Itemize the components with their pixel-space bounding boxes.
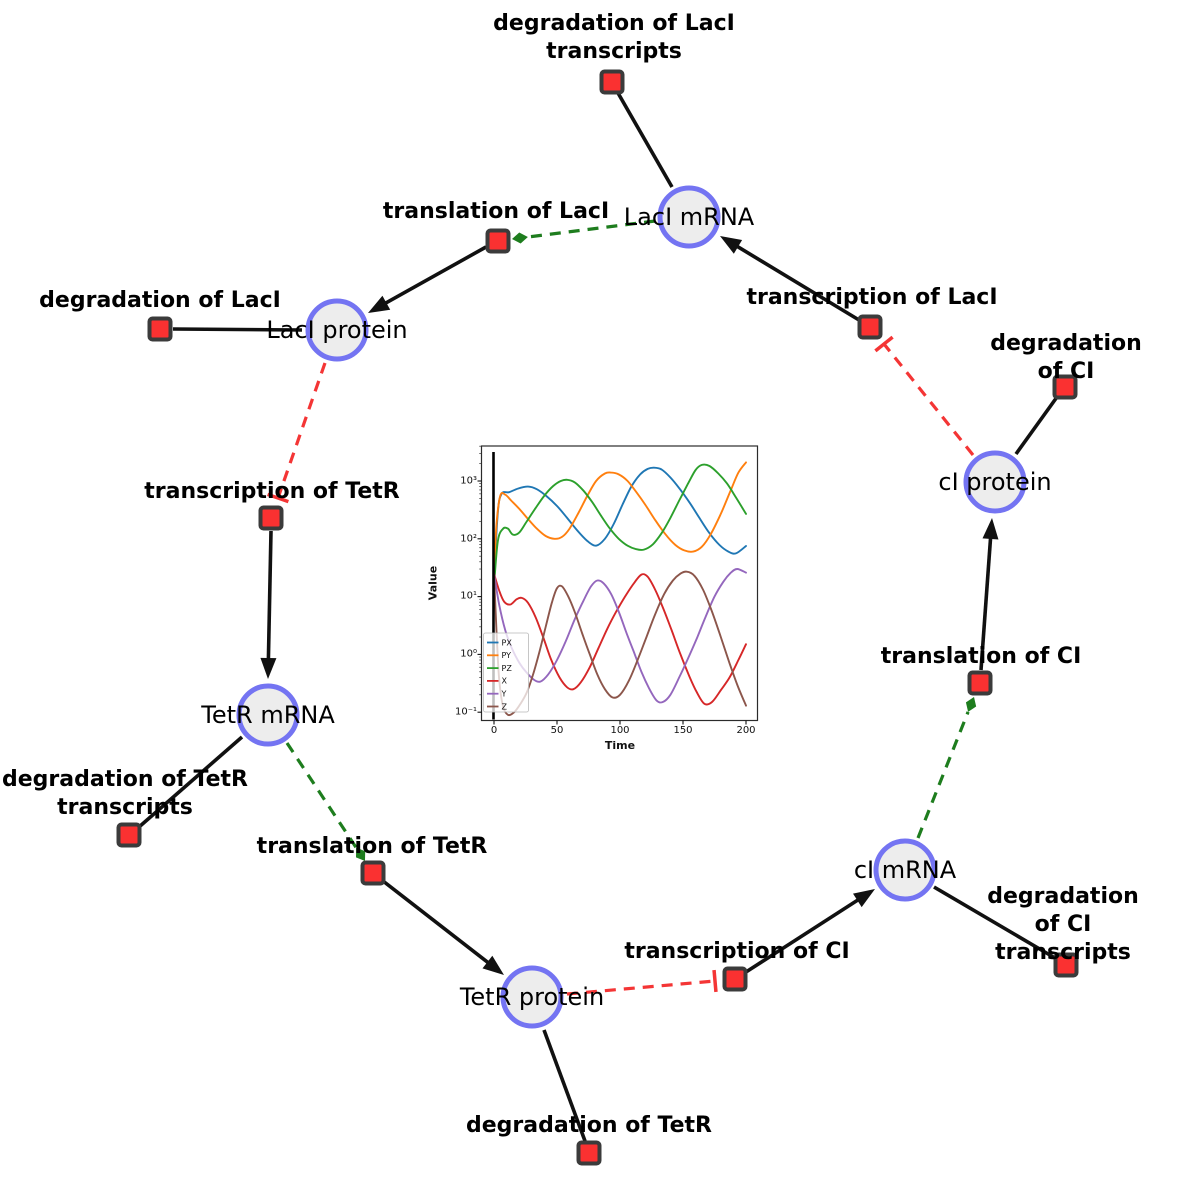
reaction-node-transcription-laci[interactable] xyxy=(857,314,883,340)
y-tick-label: 10² xyxy=(460,533,477,545)
arrowhead-icon xyxy=(853,889,875,908)
reaction-node-translation-tetr[interactable] xyxy=(360,860,386,886)
species-node-tetr-mrna[interactable] xyxy=(236,683,300,747)
arrowhead-icon xyxy=(982,518,999,540)
arrowhead-icon xyxy=(720,236,743,254)
legend-label-PY: PY xyxy=(502,651,512,660)
edge-inhibition xyxy=(566,979,716,996)
edge-reactant xyxy=(137,735,244,829)
species-node-ci-mrna[interactable] xyxy=(873,838,937,902)
species-label-ci-mrna: cI mRNA xyxy=(853,856,957,884)
species-label-ci-protein: cI protein xyxy=(938,468,1052,496)
reaction-label-translation-laci: translation of LacI xyxy=(382,199,610,224)
series-PY xyxy=(493,461,747,575)
green-arrowhead-icon xyxy=(512,232,528,244)
series-PX xyxy=(493,466,747,581)
x-axis-label: Time xyxy=(604,739,636,752)
reaction-node-deg-ci[interactable] xyxy=(1052,374,1078,400)
edge-product xyxy=(383,245,487,306)
edge-reactant xyxy=(542,1029,587,1142)
reaction-label-translation-ci: translation of CI xyxy=(880,644,1082,669)
tbar-icon xyxy=(712,969,718,993)
species-node-laci-mrna[interactable] xyxy=(657,185,721,249)
tbar-icon xyxy=(267,492,289,504)
x-tick-label: 100 xyxy=(610,725,630,736)
arrowhead-icon xyxy=(368,295,391,313)
y-tick-label: 10⁻¹ xyxy=(454,706,477,718)
x-tick-label: 50 xyxy=(550,725,564,736)
edge-reactant xyxy=(933,885,1056,960)
species-label-tetr-mrna: TetR mRNA xyxy=(201,701,335,729)
legend-label-Z: Z xyxy=(502,702,508,711)
reaction-label-transcription-ci: transcription of CI xyxy=(624,939,850,964)
reaction-node-deg-tetr-transcripts[interactable] xyxy=(116,822,142,848)
edge-reactant xyxy=(616,92,674,188)
reaction-node-deg-laci[interactable] xyxy=(147,316,173,342)
reaction-node-deg-ci-transcripts[interactable] xyxy=(1053,952,1079,978)
reaction-label-deg-tetr: degradation of TetR xyxy=(465,1113,713,1138)
series-Y xyxy=(493,568,747,704)
series-PZ xyxy=(493,463,747,588)
legend-label-X: X xyxy=(502,677,508,686)
arrowhead-icon xyxy=(260,657,277,679)
edge-reactant xyxy=(1014,395,1059,456)
tbar-icon xyxy=(874,335,894,353)
y-tick-label: 10⁰ xyxy=(460,648,477,660)
reaction-label-deg-laci: degradation of LacI xyxy=(39,288,281,313)
species-node-tetr-protein[interactable] xyxy=(500,965,564,1029)
reaction-node-transcription-ci[interactable] xyxy=(722,966,748,992)
reaction-label-transcription-laci: transcription of LacI xyxy=(746,285,998,310)
legend-label-PX: PX xyxy=(502,638,513,647)
edge-product xyxy=(979,536,993,671)
reaction-label-transcription-tetr: transcription of TetR xyxy=(144,479,400,504)
green-arrowhead-icon xyxy=(965,697,977,712)
species-label-laci-mrna: LacI mRNA xyxy=(623,203,755,231)
reaction-label-deg-tetr-transcripts: degradation of TetR transcripts xyxy=(1,767,249,820)
green-arrowhead-icon xyxy=(356,847,366,861)
series-X xyxy=(493,572,747,706)
reaction-node-deg-laci-transcripts[interactable] xyxy=(599,69,625,95)
edge-activation xyxy=(285,742,358,849)
edge-product xyxy=(266,530,273,661)
reaction-label-deg-laci-transcripts: degradation of LacI transcripts xyxy=(493,11,735,64)
x-tick-label: 200 xyxy=(736,725,756,736)
y-axis-label: Value xyxy=(426,565,440,601)
species-node-ci-protein[interactable] xyxy=(963,450,1027,514)
reaction-node-deg-tetr[interactable] xyxy=(576,1140,602,1166)
legend-label-PZ: PZ xyxy=(502,664,513,673)
y-tick-label: 10¹ xyxy=(460,590,477,602)
reaction-label-translation-tetr: translation of TetR xyxy=(256,834,488,859)
edge-product xyxy=(745,897,860,974)
reaction-node-translation-ci[interactable] xyxy=(967,670,993,696)
y-tick-label: 10³ xyxy=(460,475,477,487)
x-tick-label: 150 xyxy=(673,725,693,736)
species-label-tetr-protein: TetR protein xyxy=(459,983,605,1011)
edge-activation xyxy=(916,711,970,839)
edge-activation xyxy=(527,219,656,239)
arrowhead-icon xyxy=(482,955,504,975)
edge-inhibition xyxy=(276,362,327,499)
species-label-laci-protein: LacI protein xyxy=(266,316,408,344)
edge-product xyxy=(735,244,860,322)
reaction-label-deg-ci-transcripts: degradation of CI transcripts xyxy=(987,884,1139,965)
edge-inhibition xyxy=(882,342,975,457)
reaction-node-transcription-tetr[interactable] xyxy=(258,505,284,531)
species-node-laci-protein[interactable] xyxy=(305,298,369,362)
reaction-label-deg-ci: degradation of CI xyxy=(990,331,1142,384)
legend-label-Y: Y xyxy=(501,690,507,699)
edge-product xyxy=(381,879,491,965)
reaction-node-translation-laci[interactable] xyxy=(485,228,511,254)
edge-reactant xyxy=(172,327,303,332)
legend-box xyxy=(483,632,529,713)
x-tick-label: 0 xyxy=(490,725,498,736)
